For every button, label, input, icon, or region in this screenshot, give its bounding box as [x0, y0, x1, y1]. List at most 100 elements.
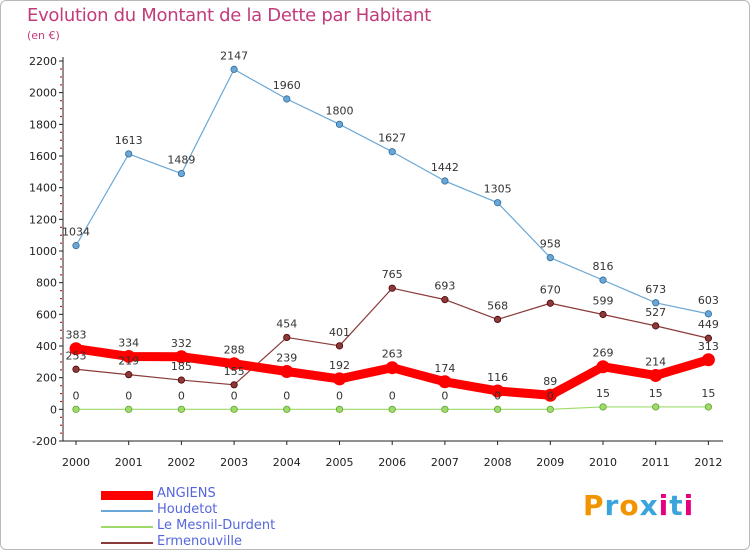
x-tick-label: 2001 — [115, 456, 143, 469]
data-label: 0 — [389, 389, 396, 402]
y-minor-tick — [60, 393, 62, 395]
y-minor-tick — [60, 242, 62, 244]
x-tick-label: 2009 — [536, 456, 564, 469]
y-minor-tick — [60, 234, 62, 236]
y-minor-tick — [60, 266, 62, 268]
logo-letter: r — [604, 489, 620, 522]
data-point — [701, 353, 715, 367]
data-point — [177, 169, 185, 178]
x-tick-label: 2003 — [220, 456, 248, 469]
y-minor-tick — [60, 424, 62, 426]
y-tick-label: 800 — [36, 277, 57, 290]
legend-swatch — [101, 526, 153, 528]
logo-letter: i — [658, 489, 670, 522]
data-point — [599, 403, 607, 411]
y-minor-tick — [60, 139, 62, 141]
y-minor-tick — [60, 163, 62, 165]
data-label: 693 — [434, 280, 455, 293]
x-tick-label: 2008 — [484, 456, 512, 469]
proxiti-logo: Proxiti — [583, 489, 694, 522]
logo-letter: P — [583, 489, 605, 522]
data-label: 1442 — [431, 161, 459, 174]
data-label: 214 — [645, 355, 666, 368]
data-point — [438, 375, 452, 389]
data-label: 0 — [73, 389, 80, 402]
data-point — [125, 371, 133, 379]
data-point — [441, 405, 449, 413]
y-minor-tick — [60, 100, 62, 102]
y-tick-label: 1200 — [29, 213, 57, 226]
logo-letter: o — [619, 489, 640, 522]
data-label: 332 — [171, 337, 192, 350]
y-minor-tick — [60, 226, 62, 228]
data-point — [652, 322, 660, 330]
legend-swatch — [101, 490, 153, 500]
data-label: 0 — [125, 389, 132, 402]
data-point — [599, 310, 607, 319]
x-tick-label: 2002 — [167, 456, 195, 469]
data-label: 603 — [698, 294, 719, 307]
data-label: 0 — [178, 389, 185, 402]
y-tick-label: 0 — [50, 403, 57, 416]
x-tick-label: 2012 — [694, 456, 722, 469]
data-label: 1627 — [378, 132, 406, 145]
data-label: 1034 — [62, 226, 90, 239]
data-point — [125, 405, 133, 413]
data-label: 15 — [649, 387, 663, 400]
data-label: 288 — [224, 344, 245, 357]
y-tick-label: 1600 — [29, 150, 57, 163]
data-point — [652, 403, 660, 411]
data-label: 334 — [118, 336, 139, 349]
data-point — [493, 199, 502, 207]
data-point — [493, 405, 502, 413]
data-point — [333, 372, 346, 386]
data-label: 958 — [540, 238, 561, 251]
data-label: 155 — [224, 365, 245, 378]
data-point — [174, 350, 188, 364]
data-label: 673 — [645, 283, 666, 296]
legend-label: Ermenouville — [157, 534, 242, 549]
data-label: 401 — [329, 326, 350, 339]
y-minor-tick — [60, 329, 62, 331]
y-minor-tick — [60, 298, 62, 300]
data-point — [543, 388, 557, 402]
data-label: 599 — [593, 294, 614, 307]
legend-label: Le Mesnil-Durdent — [157, 518, 276, 533]
y-minor-tick — [60, 258, 62, 260]
data-point — [491, 384, 505, 398]
y-tick-label: 400 — [36, 340, 57, 353]
x-tick-label: 2005 — [326, 456, 354, 469]
data-label: 1800 — [326, 104, 354, 117]
y-tick-label: 1000 — [29, 245, 57, 258]
data-point — [388, 284, 396, 292]
data-label: 116 — [487, 371, 508, 384]
data-label: 1960 — [273, 79, 301, 92]
y-minor-tick — [60, 179, 62, 181]
data-point — [335, 342, 344, 350]
y-minor-tick — [60, 432, 62, 434]
data-label: 383 — [66, 329, 87, 342]
data-label: 1489 — [167, 154, 195, 167]
data-label: 2147 — [220, 49, 248, 62]
data-point — [649, 368, 663, 382]
data-label: 15 — [596, 387, 610, 400]
y-minor-tick — [60, 210, 62, 213]
data-point — [388, 405, 396, 413]
data-point — [704, 334, 713, 342]
data-point — [230, 405, 238, 413]
y-minor-tick — [60, 353, 62, 355]
y-minor-tick — [60, 147, 62, 149]
chart-subtitle: (en €) — [27, 29, 60, 42]
data-label: 15 — [701, 387, 715, 400]
data-point — [546, 299, 554, 307]
data-point — [546, 405, 554, 413]
data-point — [122, 349, 136, 363]
data-point — [227, 357, 241, 371]
y-minor-tick — [60, 337, 62, 339]
logo-letter: i — [683, 489, 695, 522]
x-tick-label: 2000 — [62, 456, 90, 469]
y-tick-label: -200 — [32, 435, 57, 448]
data-label: 0 — [547, 389, 554, 402]
data-point — [230, 65, 238, 73]
